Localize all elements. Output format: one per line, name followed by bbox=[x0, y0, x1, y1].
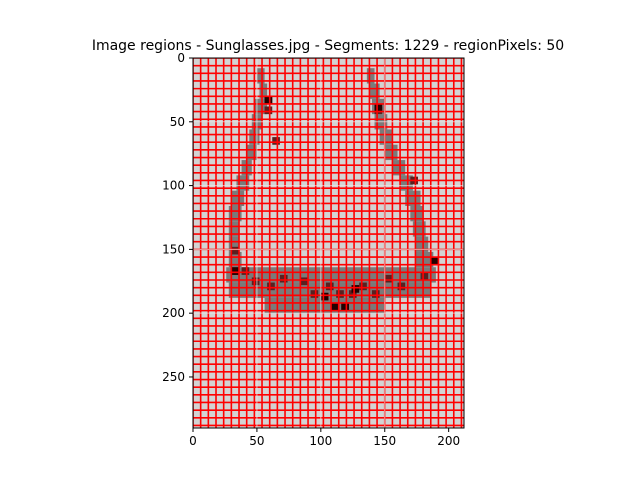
shape-band bbox=[254, 98, 268, 115]
shape-band bbox=[405, 190, 421, 206]
dark-cell bbox=[251, 277, 260, 286]
dark-cell bbox=[300, 277, 309, 286]
shape-band bbox=[415, 236, 429, 252]
dark-cell bbox=[241, 267, 250, 275]
axes-frame bbox=[192, 57, 465, 429]
x-tick-label: 200 bbox=[437, 434, 460, 448]
dark-cell bbox=[231, 246, 240, 255]
x-tick-label: 150 bbox=[373, 434, 396, 448]
shape-band bbox=[392, 160, 406, 176]
shape-band bbox=[246, 144, 257, 161]
dark-cell bbox=[359, 282, 367, 291]
shape-band bbox=[400, 175, 413, 191]
dark-cell bbox=[336, 290, 344, 298]
dark-cell bbox=[272, 137, 280, 145]
shape-band bbox=[379, 129, 393, 145]
dark-cell bbox=[325, 282, 334, 291]
dark-cell bbox=[267, 282, 275, 291]
darkest-cell bbox=[430, 257, 439, 265]
plot-area bbox=[192, 57, 465, 429]
y-tick-label: 0 bbox=[177, 51, 185, 65]
shape-band bbox=[228, 236, 240, 252]
y-tick-label: 200 bbox=[162, 306, 185, 320]
shape-band bbox=[231, 190, 245, 206]
y-tick-label: 100 bbox=[162, 179, 185, 193]
y-axis: 0 50 100 150 200 250 bbox=[162, 51, 193, 384]
region-boundaries bbox=[193, 58, 464, 428]
dark-cell bbox=[279, 274, 288, 283]
dark-cell bbox=[384, 274, 393, 283]
shape-band bbox=[410, 206, 424, 222]
dark-cell bbox=[310, 290, 319, 298]
y-tick-label: 250 bbox=[162, 370, 185, 384]
x-tick-label: 100 bbox=[309, 434, 332, 448]
y-tick-label: 150 bbox=[162, 242, 185, 256]
dark-cell bbox=[397, 282, 406, 291]
shape-band bbox=[259, 83, 268, 99]
darkest-cell bbox=[351, 285, 360, 293]
shape-band bbox=[384, 144, 398, 161]
shape-band bbox=[366, 68, 375, 84]
shape-band bbox=[256, 68, 265, 84]
dark-cell bbox=[371, 290, 380, 298]
darkest-cell bbox=[231, 267, 240, 275]
x-tick-label: 0 bbox=[189, 434, 197, 448]
dark-cell bbox=[264, 106, 273, 115]
darkest-cell bbox=[341, 302, 349, 311]
x-tick-label: 50 bbox=[249, 434, 264, 448]
shape-band bbox=[369, 83, 380, 99]
shape-band bbox=[228, 221, 240, 237]
darkest-cell bbox=[320, 292, 329, 301]
x-axis: 0 50 100 150 200 bbox=[189, 428, 460, 448]
y-tick-label: 50 bbox=[170, 115, 185, 129]
darkest-cell bbox=[264, 96, 273, 104]
darkest-cell bbox=[331, 302, 339, 311]
shape-band bbox=[415, 251, 434, 268]
chart-title: Image regions - Sunglasses.jpg - Segment… bbox=[92, 38, 564, 54]
dark-cell bbox=[420, 272, 429, 280]
dark-cell bbox=[348, 290, 357, 298]
darkest-cell bbox=[374, 103, 383, 112]
